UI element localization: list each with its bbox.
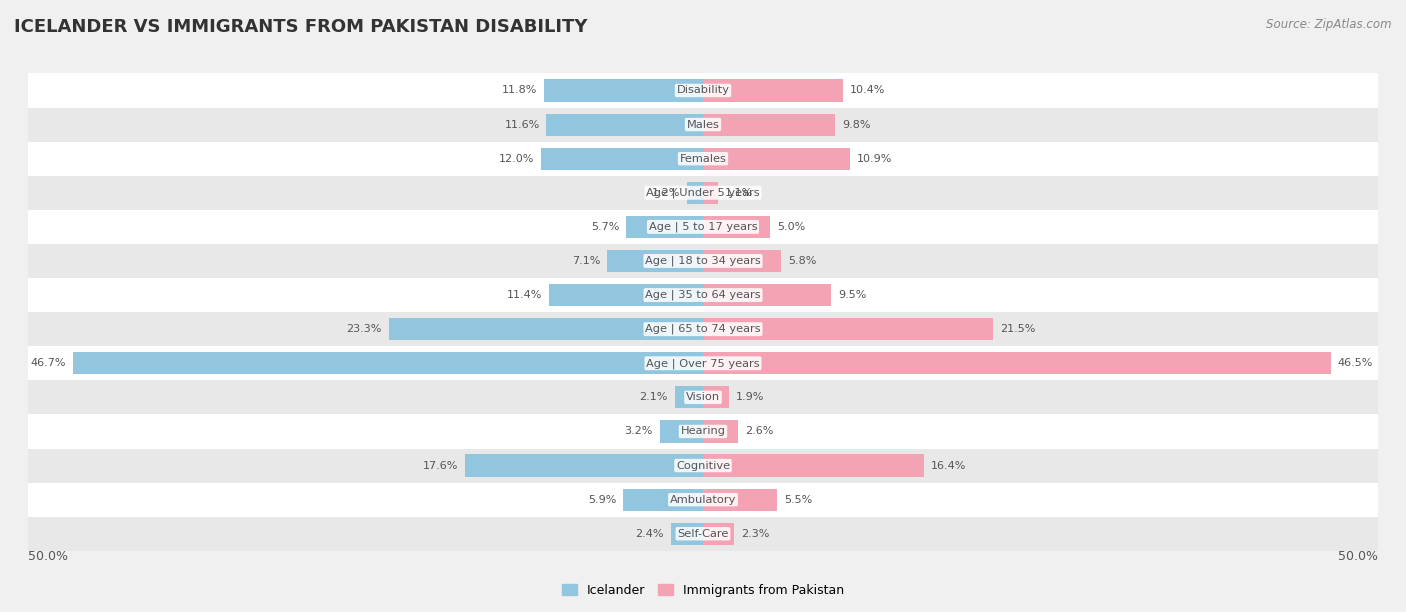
Text: Age | Under 5 years: Age | Under 5 years: [647, 187, 759, 198]
Text: ICELANDER VS IMMIGRANTS FROM PAKISTAN DISABILITY: ICELANDER VS IMMIGRANTS FROM PAKISTAN DI…: [14, 18, 588, 36]
Text: Males: Males: [686, 119, 720, 130]
Text: 12.0%: 12.0%: [499, 154, 534, 163]
Bar: [73, 352, 703, 375]
Bar: [703, 250, 782, 272]
Text: Hearing: Hearing: [681, 427, 725, 436]
Text: 21.5%: 21.5%: [1000, 324, 1035, 334]
Bar: [28, 141, 1378, 176]
Bar: [703, 420, 738, 442]
Text: 46.7%: 46.7%: [31, 358, 66, 368]
Text: 50.0%: 50.0%: [28, 550, 67, 563]
Text: 5.9%: 5.9%: [588, 494, 617, 505]
Bar: [28, 517, 1378, 551]
Text: 1.2%: 1.2%: [651, 188, 681, 198]
Bar: [703, 113, 835, 136]
Text: 11.8%: 11.8%: [502, 86, 537, 95]
Text: Age | Over 75 years: Age | Over 75 years: [647, 358, 759, 368]
Text: 2.6%: 2.6%: [745, 427, 773, 436]
Text: 46.5%: 46.5%: [1337, 358, 1372, 368]
Text: Age | 35 to 64 years: Age | 35 to 64 years: [645, 290, 761, 300]
Text: Age | 65 to 74 years: Age | 65 to 74 years: [645, 324, 761, 334]
Text: Disability: Disability: [676, 86, 730, 95]
Text: Age | 18 to 34 years: Age | 18 to 34 years: [645, 256, 761, 266]
Text: 9.5%: 9.5%: [838, 290, 866, 300]
Bar: [675, 386, 703, 408]
Bar: [28, 210, 1378, 244]
Text: 17.6%: 17.6%: [423, 461, 458, 471]
Bar: [541, 147, 703, 170]
Bar: [28, 414, 1378, 449]
Text: Age | 5 to 17 years: Age | 5 to 17 years: [648, 222, 758, 232]
Text: 5.8%: 5.8%: [787, 256, 817, 266]
Text: 3.2%: 3.2%: [624, 427, 652, 436]
Text: 5.5%: 5.5%: [785, 494, 813, 505]
Text: 5.0%: 5.0%: [778, 222, 806, 232]
Bar: [550, 284, 703, 306]
Text: 23.3%: 23.3%: [346, 324, 382, 334]
Bar: [626, 216, 703, 238]
Legend: Icelander, Immigrants from Pakistan: Icelander, Immigrants from Pakistan: [557, 579, 849, 602]
Bar: [28, 312, 1378, 346]
Text: 2.3%: 2.3%: [741, 529, 769, 539]
Text: 11.6%: 11.6%: [505, 119, 540, 130]
Bar: [703, 455, 924, 477]
Text: Females: Females: [679, 154, 727, 163]
Bar: [28, 278, 1378, 312]
Text: 50.0%: 50.0%: [1339, 550, 1378, 563]
Text: Ambulatory: Ambulatory: [669, 494, 737, 505]
Bar: [388, 318, 703, 340]
Text: 10.4%: 10.4%: [851, 86, 886, 95]
Text: 10.9%: 10.9%: [856, 154, 893, 163]
Bar: [28, 346, 1378, 380]
Bar: [544, 80, 703, 102]
Bar: [703, 182, 718, 204]
Text: 9.8%: 9.8%: [842, 119, 870, 130]
Bar: [703, 523, 734, 545]
Bar: [623, 488, 703, 511]
Bar: [465, 455, 703, 477]
Bar: [28, 449, 1378, 483]
Bar: [607, 250, 703, 272]
Text: 1.1%: 1.1%: [724, 188, 752, 198]
Bar: [28, 244, 1378, 278]
Text: 11.4%: 11.4%: [508, 290, 543, 300]
Bar: [703, 80, 844, 102]
Text: 5.7%: 5.7%: [591, 222, 619, 232]
Bar: [28, 73, 1378, 108]
Bar: [703, 284, 831, 306]
Bar: [703, 386, 728, 408]
Text: 1.9%: 1.9%: [735, 392, 763, 402]
Bar: [28, 483, 1378, 517]
Text: Cognitive: Cognitive: [676, 461, 730, 471]
Bar: [28, 176, 1378, 210]
Bar: [703, 216, 770, 238]
Bar: [703, 352, 1330, 375]
Text: 2.4%: 2.4%: [636, 529, 664, 539]
Bar: [28, 380, 1378, 414]
Text: Source: ZipAtlas.com: Source: ZipAtlas.com: [1267, 18, 1392, 31]
Text: 16.4%: 16.4%: [931, 461, 966, 471]
Bar: [703, 318, 993, 340]
Text: Vision: Vision: [686, 392, 720, 402]
Bar: [28, 108, 1378, 141]
Bar: [671, 523, 703, 545]
Text: 2.1%: 2.1%: [640, 392, 668, 402]
Bar: [703, 147, 851, 170]
Text: 7.1%: 7.1%: [572, 256, 600, 266]
Bar: [547, 113, 703, 136]
Bar: [659, 420, 703, 442]
Bar: [703, 488, 778, 511]
Text: Self-Care: Self-Care: [678, 529, 728, 539]
Bar: [686, 182, 703, 204]
